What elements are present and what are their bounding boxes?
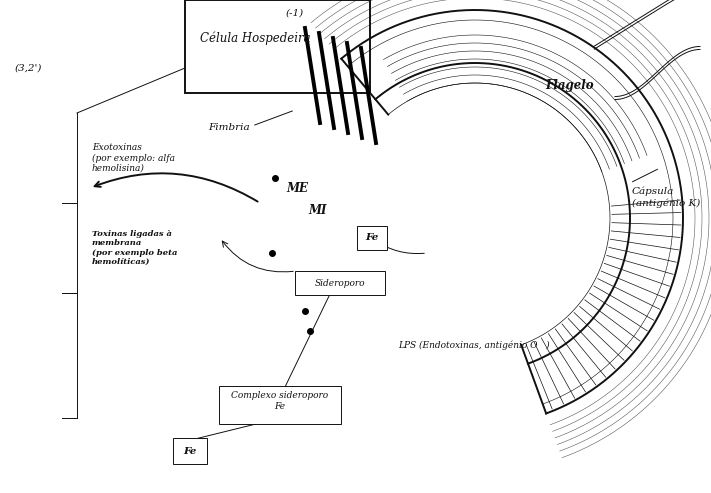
Text: Fe: Fe xyxy=(365,234,379,243)
Text: Toxinas ligadas à
membrana
(por exemplo beta
hemolíticas): Toxinas ligadas à membrana (por exemplo … xyxy=(92,230,177,266)
Text: Fe: Fe xyxy=(183,447,197,456)
Text: Complexo sideroporo
Fe: Complexo sideroporo Fe xyxy=(232,391,328,411)
Text: Sideroporo: Sideroporo xyxy=(315,279,365,287)
Text: Célula Hospedeira: Célula Hospedeira xyxy=(200,31,311,45)
FancyBboxPatch shape xyxy=(219,386,341,424)
Text: MI: MI xyxy=(308,205,326,217)
Text: ME: ME xyxy=(286,181,308,195)
Text: LPS (Endotoxinas, antigénio O   ): LPS (Endotoxinas, antigénio O ) xyxy=(398,340,550,350)
Text: Flagelo: Flagelo xyxy=(545,78,594,92)
Bar xyxy=(185,0,370,93)
Text: (-1): (-1) xyxy=(286,8,304,17)
Text: Exotoxinas
(por exemplo: alfa
hemolisina): Exotoxinas (por exemplo: alfa hemolisina… xyxy=(92,143,175,173)
FancyBboxPatch shape xyxy=(295,271,385,295)
FancyBboxPatch shape xyxy=(173,438,207,464)
FancyBboxPatch shape xyxy=(357,226,387,250)
Text: Cápsula
(antigénio K): Cápsula (antigénio K) xyxy=(632,187,700,208)
Text: Fimbria: Fimbria xyxy=(208,124,250,133)
Text: (3,2'): (3,2') xyxy=(15,64,43,72)
